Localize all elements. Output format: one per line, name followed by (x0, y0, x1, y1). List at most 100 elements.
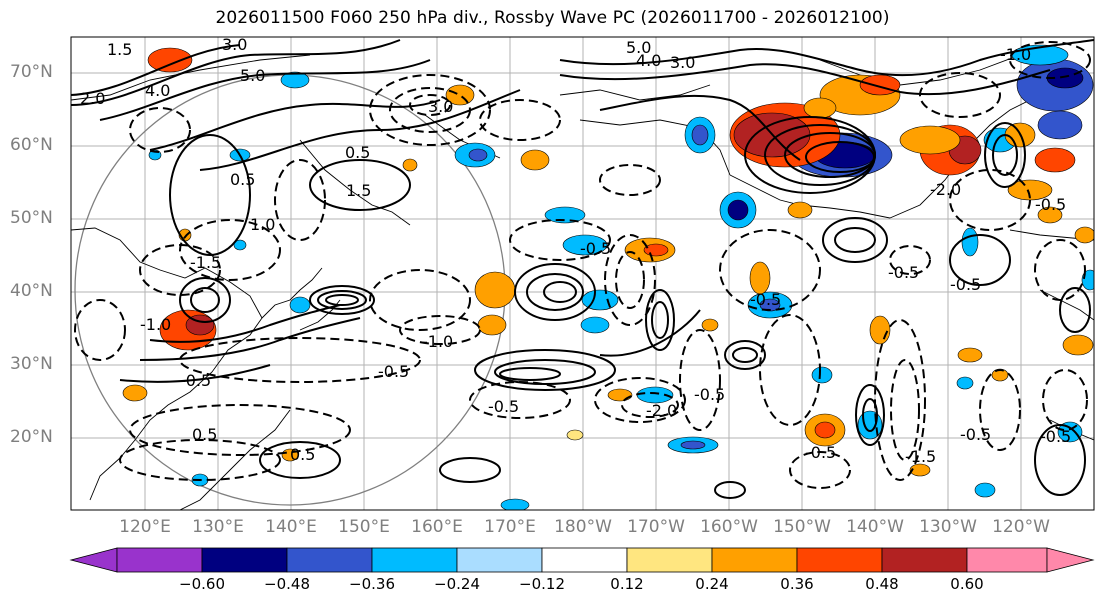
contour-label: -0.5 (960, 425, 991, 444)
patch-pos (607, 388, 633, 402)
colorbar-segment (796, 547, 883, 573)
contour-label: -0.5 (580, 239, 611, 258)
colorbar-tick-label: −0.24 (434, 575, 480, 593)
contour-label: 4.0 (636, 51, 661, 70)
patch-pos (520, 149, 550, 171)
patch-neg (468, 148, 488, 162)
colorbar-tick-label: −0.36 (349, 575, 395, 593)
lon-label-160w: 160°W (700, 517, 758, 537)
lon-label-130w: 130°W (919, 517, 977, 537)
contour-label: 3.0 (670, 53, 695, 72)
lon-label-150e: 150°E (338, 517, 390, 537)
lat-label-20n: 20°N (10, 427, 53, 447)
patch-pos (814, 421, 836, 439)
contour-label: 0.5 (290, 445, 315, 464)
map-frame (70, 36, 1095, 511)
lat-label-50n: 50°N (10, 208, 53, 228)
patch-pos (1034, 147, 1076, 173)
patch-neg (562, 234, 608, 256)
contour-label: -1.5 (190, 253, 221, 272)
patch-pos (957, 347, 983, 363)
lat-label-40n: 40°N (10, 281, 53, 301)
lon-label-130e: 130°E (192, 517, 244, 537)
colorbar-max-extend (1046, 547, 1095, 573)
colorbar-tick-label: −0.60 (179, 575, 225, 593)
patch-pos (477, 314, 507, 336)
patch-pos (122, 384, 148, 402)
map-title: 2026011500 F060 250 hPa div., Rossby Wav… (215, 8, 890, 28)
patch-pos (566, 429, 584, 441)
colorbar-tick-label: −0.48 (264, 575, 310, 593)
colorbar-segment (966, 547, 1048, 573)
contour-label: -0.5 (1040, 427, 1071, 446)
lon-label-180w: 180°W (554, 517, 612, 537)
colorbar-tick-label: 0.12 (610, 575, 644, 593)
patch-pos (749, 261, 771, 295)
lon-label-170e: 170°E (484, 517, 536, 537)
contour-label: -0.5 (694, 385, 725, 404)
patch-pos (1062, 334, 1094, 356)
patch-pos (402, 158, 418, 172)
colorbar-tick-label: −0.12 (519, 575, 565, 593)
colorbar-segment (456, 547, 543, 573)
patch-pos (701, 318, 719, 332)
patch-pos (787, 201, 813, 219)
colorbar-segment (116, 547, 203, 573)
contour-label: -1.0 (140, 315, 171, 334)
lon-label-140e: 140°E (265, 517, 317, 537)
patch-neg (289, 296, 311, 314)
lon-label-150w: 150°W (773, 517, 831, 537)
contour-label: 0.5 (230, 170, 255, 189)
patch-neg (759, 298, 781, 312)
colorbar-tick-label: 0.48 (865, 575, 899, 593)
patch-pos (869, 315, 891, 345)
patch-pos (1074, 226, 1094, 244)
patch-neg (974, 482, 996, 498)
colorbar (69, 547, 1095, 573)
contour-label: 1.5 (107, 40, 132, 59)
patch-neg (811, 366, 833, 384)
lon-label-120e: 120°E (119, 517, 171, 537)
contour-label: 1.5 (346, 181, 371, 200)
colorbar-segment (201, 547, 288, 573)
contour-label: 0.5 (192, 425, 217, 444)
patch-pos (859, 74, 901, 96)
contour-label: -1.0 (1000, 45, 1031, 64)
lon-label-140w: 140°W (846, 517, 904, 537)
colorbar-tick-label: 0.60 (950, 575, 984, 593)
patch-pos (899, 125, 961, 155)
contour-label: -1.5 (905, 447, 936, 466)
contour-label: -0.5 (750, 290, 781, 309)
contour-label: -0.5 (888, 263, 919, 282)
contour-label: -2.0 (646, 401, 677, 420)
contour-label: 2.0 (80, 89, 105, 108)
contour-label: 1.0 (250, 215, 275, 234)
contour-label: -0.5 (805, 443, 836, 462)
lon-label-160e: 160°E (411, 517, 463, 537)
lat-label-60n: 60°N (10, 135, 53, 155)
colorbar-segment (881, 547, 968, 573)
patch-neg (544, 206, 586, 224)
contour-label: -1.0 (422, 332, 453, 351)
patch-neg (961, 227, 979, 257)
patch-neg (581, 289, 619, 311)
patch-pos (445, 84, 475, 106)
colorbar-segment (371, 547, 458, 573)
contour-label: 3.0 (222, 35, 247, 54)
patch-neg (1037, 110, 1083, 140)
contour-label: -0.5 (1035, 195, 1066, 214)
patch-neg (691, 124, 709, 146)
lon-label-120w: 120°W (992, 517, 1050, 537)
positive-contours (71, 39, 1094, 499)
patch-neg (956, 376, 974, 390)
colorbar-tick-label: 0.36 (780, 575, 814, 593)
contour-label: -2.0 (930, 180, 961, 199)
colorbar-segment (711, 547, 798, 573)
colorbar-tick-label: 0.24 (695, 575, 729, 593)
patch-neg (233, 239, 247, 251)
lat-label-30n: 30°N (10, 354, 53, 374)
negative-contours (74, 41, 1091, 489)
colorbar-segment (626, 547, 713, 573)
patch-pos (1037, 206, 1063, 224)
